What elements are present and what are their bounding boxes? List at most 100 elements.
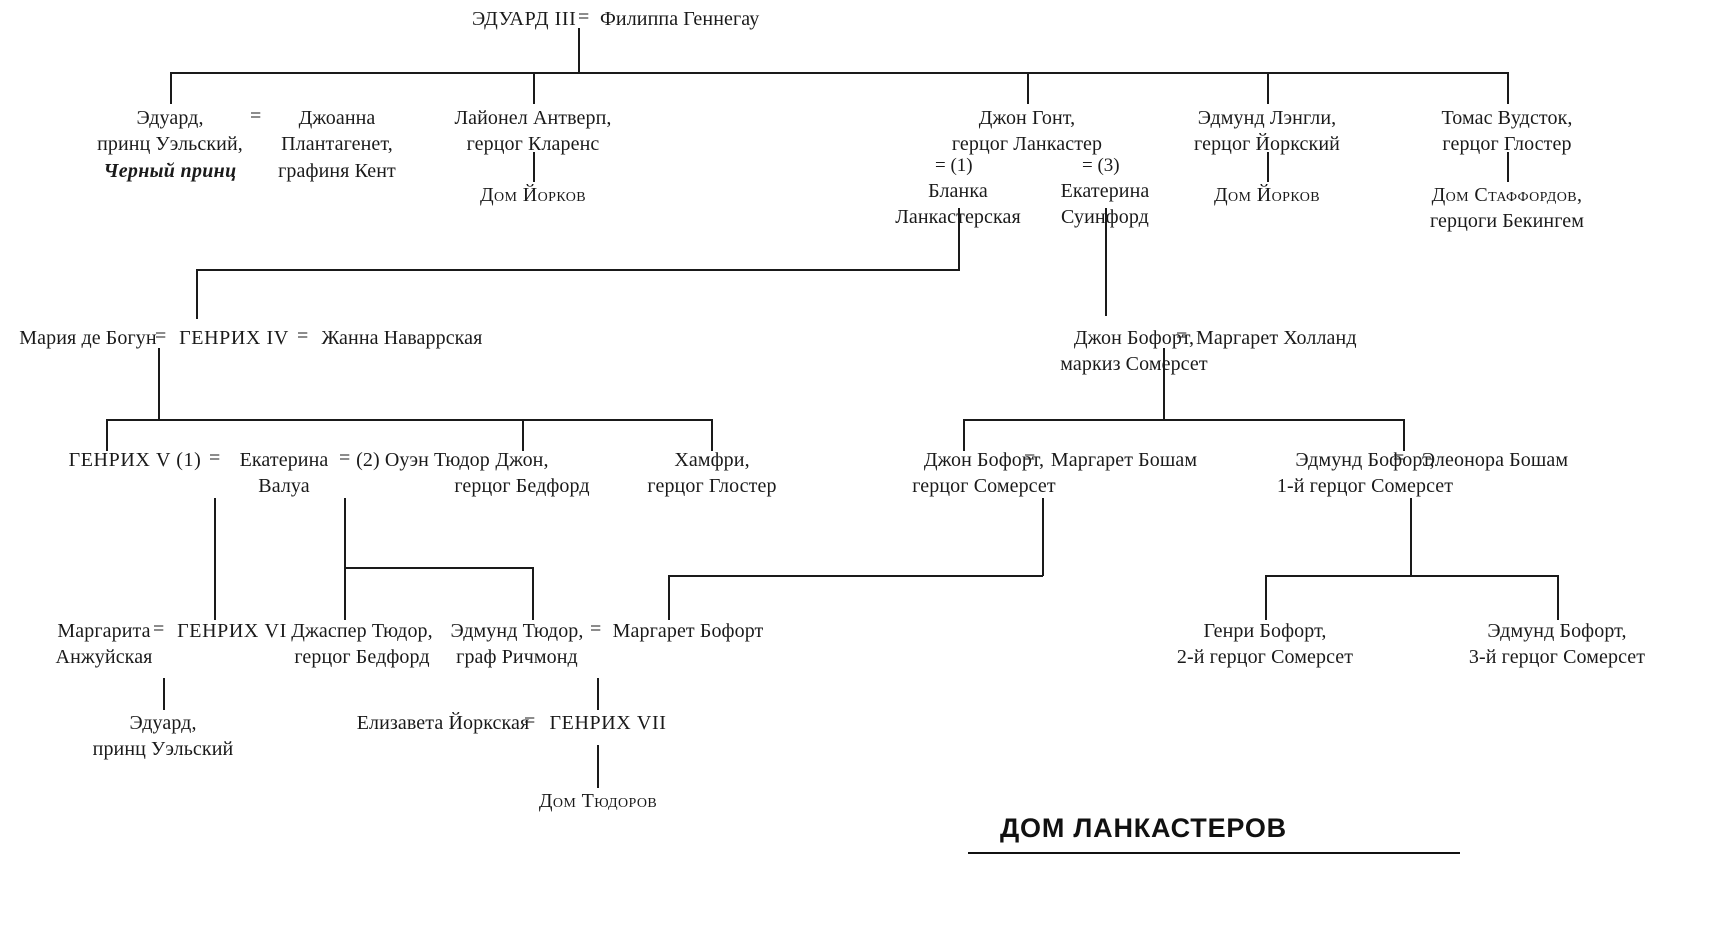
- connector-line: [1265, 575, 1557, 577]
- person-name-line: Хамфри,: [674, 449, 750, 471]
- marriage-symbol: =: [339, 447, 351, 469]
- connector-line: [1267, 152, 1269, 182]
- connector-line: [196, 269, 198, 319]
- person-title-line: маркиз Сомерсет: [1060, 353, 1208, 376]
- person-katherine-swynford: Екатерина Суинфорд: [1040, 178, 1170, 231]
- person-name-line: Эдмунд Бофорт,: [1487, 620, 1627, 642]
- marriage-symbol: =: [524, 710, 536, 732]
- person-title-line: герцог Глостер: [1442, 133, 1572, 156]
- person-name: ГЕНРИХ V (1): [68, 449, 202, 471]
- connector-line: [214, 498, 216, 620]
- person-thomas-woodstock: Томас Вудсток, герцог Глостер: [1400, 105, 1614, 158]
- person-humphrey-duke-of-gloucester: Хамфри, герцог Глостер: [624, 447, 800, 500]
- person-name: (2) Оуэн Тюдор: [356, 449, 490, 471]
- marriage-symbol: =: [250, 105, 262, 127]
- connector-line: [344, 567, 532, 569]
- person-lionel-antwerp: Лайонел Антверп, герцог Кларенс: [420, 105, 646, 158]
- person-philippa-hainault: Филиппа Геннегау: [600, 6, 759, 32]
- connector-line: [522, 419, 524, 451]
- person-name-line: Эдмунд Тюдор,: [450, 620, 584, 642]
- chart-title-rule: [968, 852, 1460, 854]
- house-name: Дом Стаффордов,: [1431, 184, 1583, 206]
- person-name-line: Джон Гонт,: [978, 107, 1076, 129]
- person-title-line: Ланкастерская: [895, 206, 1021, 229]
- connector-line: [597, 678, 599, 710]
- person-epithet: Черный принц: [103, 159, 237, 182]
- connector-line: [106, 419, 711, 421]
- person-edmund-tudor: Эдмунд Тюдор, граф Ричмонд: [446, 618, 588, 671]
- connector-line: [532, 567, 534, 620]
- connector-line: [668, 575, 670, 620]
- person-name-line: Эдмунд Бофорт,: [1295, 449, 1435, 471]
- person-henry-beaufort-2nd-duke: Генри Бофорт, 2-й герцог Сомерсет: [1142, 618, 1388, 671]
- person-name-line: Маргарита: [57, 620, 151, 642]
- person-title-line: герцог Сомерсет: [912, 475, 1056, 498]
- connector-line: [170, 72, 172, 104]
- person-name-line: Джон,: [495, 449, 549, 471]
- connector-line: [1042, 498, 1044, 576]
- person-name-line: Джон Бофорт,: [923, 449, 1045, 471]
- person-title-line: 3-й герцог Сомерсет: [1468, 646, 1646, 669]
- person-name: Елизавета Йоркская: [356, 712, 530, 734]
- marriage-symbol: =: [1176, 325, 1188, 347]
- house-label-york-langley: Дом Йорков: [1182, 182, 1352, 208]
- person-edward-prince-of-wales: Эдуард, принц Уэльский: [88, 710, 238, 763]
- connector-line: [1265, 575, 1267, 620]
- person-eleanor-beauchamp: Элеонора Бошам: [1412, 447, 1578, 473]
- person-edmund-beaufort-1st-duke: Эдмунд Бофорт, 1-й герцог Сомерсет: [1238, 447, 1492, 500]
- connector-line: [1410, 498, 1412, 576]
- house-label-york-clarence: Дом Йорков: [448, 182, 618, 208]
- person-title-line: графиня Кент: [278, 159, 396, 182]
- person-owen-tudor: (2) Оуэн Тюдор: [356, 447, 490, 473]
- connector-line: [1105, 208, 1107, 316]
- person-john-duke-of-bedford: Джон, герцог Бедфорд: [434, 447, 610, 500]
- person-name-line: Лайонел Антверп,: [454, 107, 612, 129]
- person-name-line: Бланка: [928, 180, 988, 202]
- person-title-line: Анжуйская: [55, 646, 153, 669]
- chart-title: ДОМ ЛАНКАСТЕРОВ: [1000, 813, 1287, 843]
- person-blanche-of-lancaster: Бланка Ланкастерская: [878, 178, 1038, 231]
- person-title-line: 1-й герцог Сомерсет: [1276, 475, 1454, 498]
- person-name-line: Эдуард,: [129, 712, 197, 734]
- person-name: Маргарет Бошам: [1050, 449, 1198, 471]
- connector-line: [196, 269, 960, 271]
- person-john-beaufort-marquess: Джон Бофорт, маркиз Сомерсет: [1025, 325, 1243, 378]
- person-title-line: Валуа: [258, 475, 310, 498]
- person-name-line: Джон Бофорт,: [1073, 327, 1195, 349]
- person-name: Элеонора Бошам: [1421, 449, 1569, 471]
- connector-line: [1267, 72, 1269, 104]
- house-name: Дом Йорков: [1214, 184, 1320, 206]
- person-mary-de-bohun: Мария де Богун: [8, 325, 168, 351]
- person-catherine-of-valois: Екатерина Валуа: [228, 447, 340, 500]
- person-name-line: Генри Бофорт,: [1203, 620, 1327, 642]
- connector-line: [1027, 72, 1029, 104]
- person-name: Маргарет Холланд: [1196, 327, 1357, 349]
- person-jasper-tudor: Джаспер Тюдор, герцог Бедфорд: [288, 618, 436, 671]
- connector-line: [106, 419, 108, 451]
- connector-line: [668, 575, 1043, 577]
- marriage-symbol: =: [1393, 447, 1405, 469]
- person-title-line: герцог Йоркский: [1194, 133, 1340, 156]
- person-edmund-langley: Эдмунд Лэнгли, герцог Йоркский: [1157, 105, 1377, 158]
- person-margaret-holland: Маргарет Холланд: [1196, 325, 1357, 351]
- person-name-line: Джоанна: [298, 107, 376, 129]
- person-title-line: герцог Кларенс: [466, 133, 600, 156]
- marriage-symbol: =: [153, 618, 165, 640]
- person-title-line: 2-й герцог Сомерсет: [1176, 646, 1354, 669]
- person-margaret-beaufort: Маргарет Бофорт: [608, 618, 768, 644]
- person-name: Мария де Богун: [19, 327, 157, 349]
- connector-line: [958, 208, 960, 270]
- person-henry-vi: ГЕНРИХ VI: [172, 618, 292, 644]
- person-john-of-gaunt: Джон Гонт, герцог Ланкастер: [920, 105, 1134, 158]
- person-name: ГЕНРИХ VII: [549, 712, 667, 734]
- person-name: Жанна Наваррская: [321, 327, 483, 349]
- connector-line: [963, 419, 965, 451]
- house-name: Дом Тюдоров: [538, 790, 658, 812]
- person-elizabeth-of-york: Елизавета Йоркская: [350, 710, 536, 736]
- marriage-symbol: =: [297, 325, 309, 347]
- person-henry-vii: ГЕНРИХ VII: [544, 710, 672, 736]
- connector-line: [1403, 419, 1405, 451]
- person-henry-iv: ГЕНРИХ IV: [175, 325, 293, 351]
- connector-line: [344, 567, 346, 620]
- person-title-line: принц Уэльский: [92, 738, 234, 761]
